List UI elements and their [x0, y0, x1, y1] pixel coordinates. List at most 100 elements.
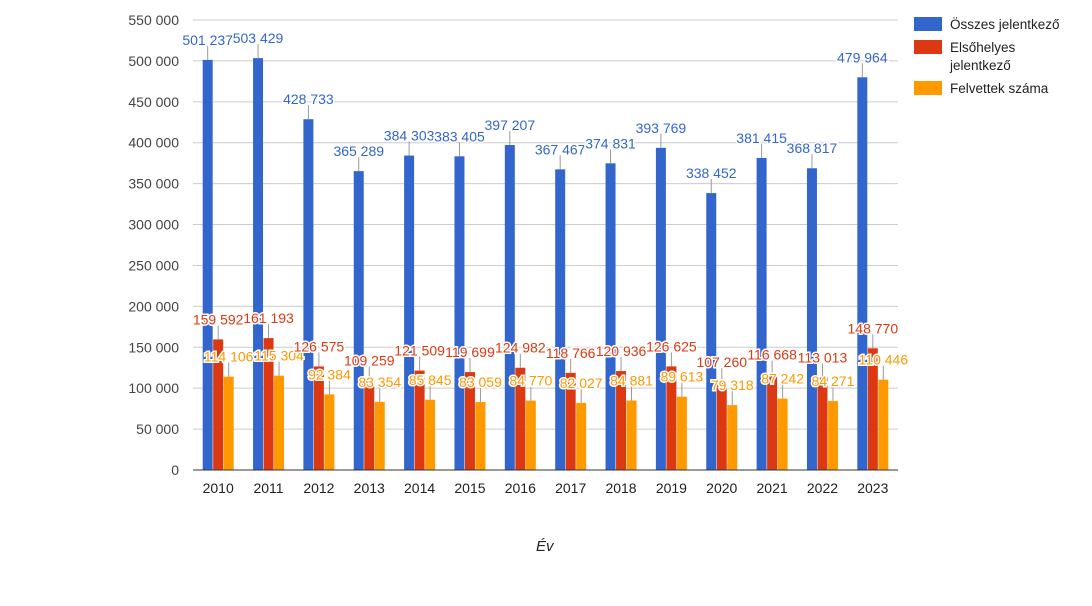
x-tick-label: 2022	[807, 480, 838, 496]
legend-item-osszes[interactable]: Összes jelentkező	[914, 16, 1089, 34]
x-tick-label: 2019	[656, 480, 687, 496]
data-label: 397 207	[485, 117, 536, 133]
bar	[253, 58, 264, 470]
y-tick-label: 550 000	[128, 12, 179, 28]
x-tick-label: 2013	[354, 480, 385, 496]
data-label: 384 303	[384, 128, 435, 144]
data-label: 126 625	[646, 338, 697, 354]
bar	[525, 400, 536, 470]
data-label: 121 509	[394, 343, 445, 359]
y-axis-tick-labels: 0 50 000 100 000 150 000 200 000 250 000 300 0…	[128, 12, 179, 478]
data-label: 367 467	[535, 141, 586, 157]
bar	[867, 348, 878, 470]
data-label: 479 964	[837, 49, 888, 65]
bar	[706, 193, 717, 471]
data-label: 393 769	[636, 120, 687, 136]
bar	[213, 339, 224, 470]
legend-item-felvettek[interactable]: Felvettek száma	[914, 80, 1089, 98]
bar	[515, 367, 526, 470]
bar	[364, 380, 375, 470]
bar	[404, 155, 415, 471]
bar	[616, 371, 627, 470]
bar	[806, 168, 817, 470]
bar	[716, 382, 727, 470]
data-label: 114 106	[204, 349, 254, 365]
x-tick-label: 2020	[706, 480, 737, 496]
bar	[202, 59, 213, 470]
data-labels: 501 237 159 592 114 106 503 429 161 193 115 3…	[181, 29, 910, 406]
x-tick-label: 2016	[505, 480, 536, 496]
data-label: 115 304	[254, 348, 304, 364]
bar	[475, 402, 486, 470]
data-label: 109 259	[344, 353, 395, 369]
y-tick-label: 400 000	[128, 135, 179, 151]
legend: Összes jelentkező Elsőhelyes jelentkező …	[914, 16, 1089, 103]
bar	[263, 338, 274, 470]
bar	[374, 401, 385, 470]
y-tick-label: 150 000	[128, 339, 179, 355]
data-label: 118 766	[546, 345, 596, 361]
y-tick-label: 450 000	[128, 94, 179, 110]
bar	[827, 401, 838, 470]
bar	[576, 402, 587, 470]
bar	[605, 163, 616, 471]
x-tick-label: 2012	[303, 480, 334, 496]
bar	[303, 119, 314, 471]
bar	[454, 156, 465, 470]
data-label: 87 242	[761, 371, 804, 387]
data-label: 374 831	[585, 135, 636, 151]
legend-swatch-elsohelyes	[914, 40, 942, 54]
data-label: 83 059	[459, 374, 502, 390]
data-label: 501 237	[182, 32, 233, 48]
data-label: 148 770	[848, 320, 899, 336]
data-label: 383 405	[434, 128, 485, 144]
data-label: 92 384	[308, 366, 351, 382]
bar	[767, 374, 778, 470]
x-tick-label: 2021	[757, 480, 788, 496]
data-label: 107 260	[696, 354, 747, 370]
data-label: 85 845	[409, 372, 452, 388]
bars	[202, 58, 889, 471]
bar	[565, 372, 576, 470]
x-axis-title: Év	[536, 538, 554, 555]
bar	[504, 145, 515, 470]
data-label: 79 318	[711, 377, 754, 393]
data-label: 113 013	[798, 350, 848, 366]
y-tick-label: 350 000	[128, 176, 179, 192]
bar	[777, 398, 788, 470]
bar	[353, 171, 364, 470]
data-label: 161 193	[243, 310, 294, 326]
legend-swatch-osszes	[914, 17, 942, 31]
bar	[857, 77, 868, 470]
data-label: 89 613	[660, 369, 703, 385]
data-label: 116 668	[747, 347, 797, 363]
x-tick-label: 2010	[203, 480, 234, 496]
data-label: 503 429	[233, 30, 284, 46]
x-tick-label: 2011	[253, 480, 283, 496]
bar	[626, 400, 637, 470]
legend-label-osszes: Összes jelentkező	[950, 17, 1060, 32]
bar	[464, 372, 475, 470]
data-label: 126 575	[294, 338, 345, 354]
data-label: 124 982	[495, 340, 546, 356]
bar	[425, 399, 436, 470]
x-tick-label: 2018	[605, 480, 636, 496]
x-tick-label: 2015	[454, 480, 485, 496]
legend-label-felvettek: Felvettek száma	[950, 81, 1049, 96]
data-label: 159 592	[193, 311, 244, 327]
y-tick-label: 250 000	[128, 257, 179, 273]
bar	[223, 376, 234, 470]
legend-label-elsohelyes: Elsőhelyes jelentkező	[950, 40, 1016, 73]
data-label: 119 699	[445, 344, 495, 360]
y-tick-label: 0	[171, 462, 179, 478]
legend-item-elsohelyes[interactable]: Elsőhelyes jelentkező	[914, 39, 1089, 75]
gridlines	[193, 19, 898, 430]
bar	[756, 157, 767, 471]
legend-swatch-felvettek	[914, 81, 942, 95]
bar	[666, 366, 677, 470]
data-label: 82 027	[560, 375, 603, 391]
data-label: 83 354	[358, 374, 401, 390]
bar	[655, 147, 666, 470]
